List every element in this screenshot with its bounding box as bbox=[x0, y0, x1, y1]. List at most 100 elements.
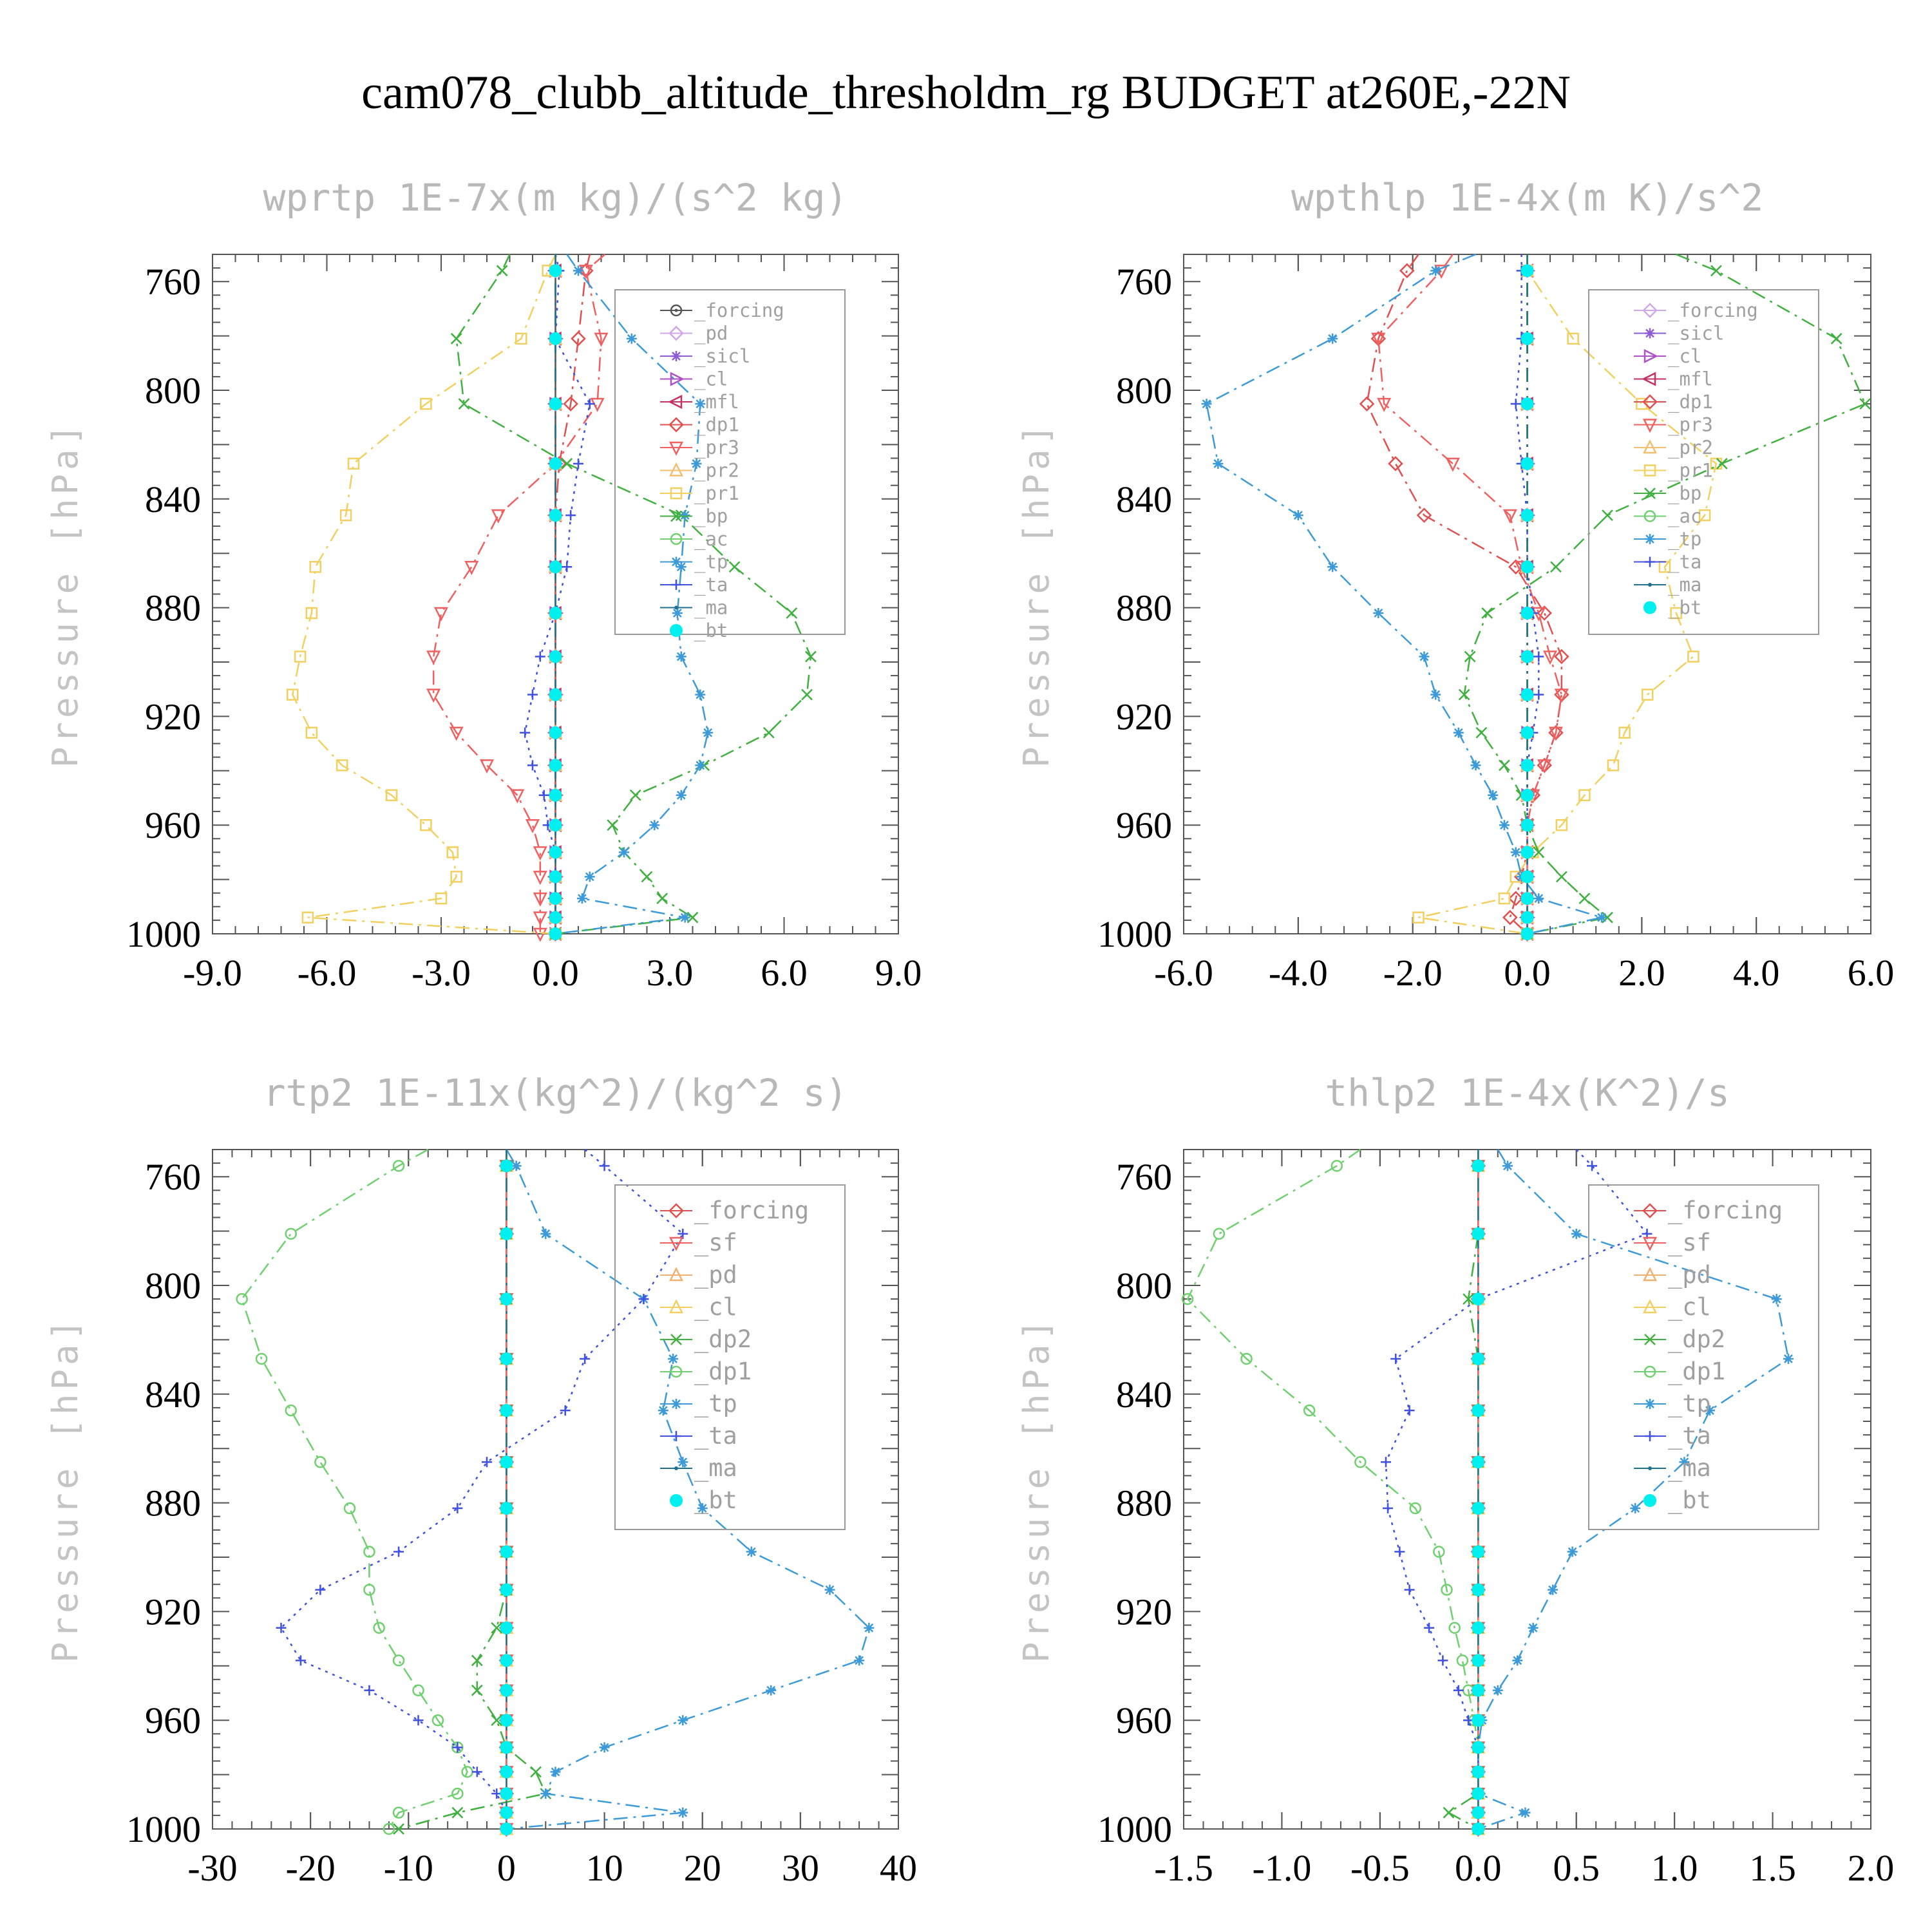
data-point bbox=[1520, 560, 1534, 574]
data-point bbox=[1499, 820, 1510, 831]
x-tick-label: -20 bbox=[285, 1847, 335, 1889]
data-point bbox=[1502, 909, 1518, 925]
data-point bbox=[1383, 1503, 1394, 1514]
data-point bbox=[1445, 457, 1460, 472]
legend-label: _cl bbox=[694, 368, 728, 391]
data-point bbox=[385, 789, 398, 802]
data-point bbox=[500, 1227, 513, 1240]
x-tick-label: 20 bbox=[684, 1847, 721, 1889]
legend-label: _ta bbox=[694, 574, 728, 596]
data-point bbox=[393, 1546, 404, 1557]
legend-label: _dp1 bbox=[694, 414, 739, 437]
data-point bbox=[695, 760, 706, 771]
data-point bbox=[1502, 509, 1517, 524]
data-point bbox=[1412, 911, 1425, 923]
data-point bbox=[1498, 892, 1511, 905]
data-point bbox=[1453, 1685, 1464, 1696]
data-point bbox=[1618, 726, 1631, 739]
data-point bbox=[527, 689, 538, 700]
data-point bbox=[638, 1294, 649, 1305]
legend-entry: _tp bbox=[660, 1390, 737, 1418]
legend-label: _forcing bbox=[1668, 1197, 1783, 1225]
data-point bbox=[1472, 1741, 1485, 1754]
data-point bbox=[549, 607, 562, 620]
data-point bbox=[339, 509, 352, 522]
y-tick-label: 1000 bbox=[126, 913, 201, 955]
legend-entry: _mfl bbox=[1634, 368, 1713, 391]
data-point bbox=[1520, 870, 1534, 884]
data-point bbox=[500, 1683, 513, 1697]
x-tick-label: -4.0 bbox=[1269, 952, 1328, 994]
data-point bbox=[1520, 788, 1534, 802]
data-point bbox=[1327, 562, 1338, 573]
series-ta bbox=[1381, 1149, 1653, 1834]
data-point bbox=[500, 1714, 513, 1727]
data-point bbox=[1705, 1405, 1716, 1416]
data-point bbox=[1409, 1502, 1421, 1515]
data-point bbox=[854, 1655, 865, 1666]
legend-entry: _forcing bbox=[660, 299, 784, 322]
series-dp1 bbox=[1181, 1148, 1484, 1835]
legend-marker bbox=[671, 1431, 681, 1441]
legend-entry: _ma bbox=[660, 597, 728, 620]
x-tick-label: -9.0 bbox=[183, 952, 242, 994]
data-point bbox=[1331, 1160, 1343, 1172]
data-point bbox=[1448, 1622, 1461, 1634]
data-point bbox=[1463, 1293, 1474, 1305]
x-tick-label: -0.5 bbox=[1350, 1847, 1410, 1889]
legend-marker bbox=[670, 1365, 683, 1378]
data-point bbox=[1472, 1765, 1485, 1779]
series-line bbox=[1378, 254, 1563, 934]
y-tick-label: 880 bbox=[145, 587, 201, 629]
y-axis-label: Pressure [hPa] bbox=[45, 421, 86, 768]
data-point bbox=[1499, 759, 1510, 772]
data-point bbox=[1830, 332, 1842, 345]
data-point bbox=[1555, 819, 1568, 831]
x-tick-label: 1.0 bbox=[1651, 1847, 1698, 1889]
legend-marker bbox=[1643, 464, 1656, 477]
x-tick-label: 4.0 bbox=[1733, 952, 1780, 994]
y-tick-label: 760 bbox=[145, 1156, 201, 1198]
legend-marker bbox=[668, 417, 684, 433]
data-point bbox=[479, 759, 495, 774]
legend-marker bbox=[668, 1236, 684, 1251]
data-point bbox=[550, 1766, 561, 1777]
data-point bbox=[679, 510, 690, 521]
data-point bbox=[1859, 398, 1871, 410]
chart-panel-3: rtp2 1E-11x(kg^2)/(kg^2 s) Pressure [hPa]… bbox=[45, 1071, 917, 1889]
x-tick-label: 2.0 bbox=[1618, 952, 1665, 994]
legend-entry: _bt bbox=[1643, 1486, 1711, 1515]
data-point bbox=[471, 1684, 483, 1696]
legend-label: _bt bbox=[1668, 597, 1701, 620]
legend-label: _bt bbox=[694, 1486, 737, 1515]
legend-marker bbox=[1644, 1334, 1656, 1345]
data-point bbox=[549, 892, 562, 905]
legend-label: _tp bbox=[1668, 528, 1701, 551]
data-point bbox=[1213, 1227, 1226, 1240]
data-point bbox=[1472, 1806, 1485, 1819]
data-point bbox=[1687, 650, 1700, 663]
data-point bbox=[1508, 559, 1524, 575]
series-line bbox=[506, 1149, 870, 1830]
legend-label: _cl bbox=[1668, 1293, 1711, 1321]
legend-marker bbox=[1645, 328, 1655, 339]
y-axis-label: Pressure [hPa] bbox=[1016, 1316, 1057, 1663]
data-point bbox=[496, 265, 508, 277]
data-point bbox=[1201, 399, 1212, 410]
legend-label: _forcing bbox=[694, 299, 784, 322]
legend-marker bbox=[1642, 1203, 1658, 1218]
legend-entry: _ta bbox=[1634, 1422, 1711, 1450]
data-point bbox=[1404, 1405, 1415, 1416]
data-point bbox=[1390, 1353, 1401, 1364]
legend-entry: _bp bbox=[1634, 482, 1701, 505]
data-point bbox=[343, 1502, 356, 1515]
y-tick-label: 1000 bbox=[1097, 1808, 1172, 1850]
data-point bbox=[1520, 1807, 1531, 1818]
data-point bbox=[786, 607, 798, 619]
legend-label: _ma bbox=[1668, 574, 1701, 596]
data-point bbox=[500, 1404, 513, 1417]
data-point bbox=[1716, 458, 1728, 469]
legend-label: _ac bbox=[694, 528, 728, 551]
data-point bbox=[1602, 509, 1613, 522]
data-point bbox=[1520, 607, 1534, 620]
